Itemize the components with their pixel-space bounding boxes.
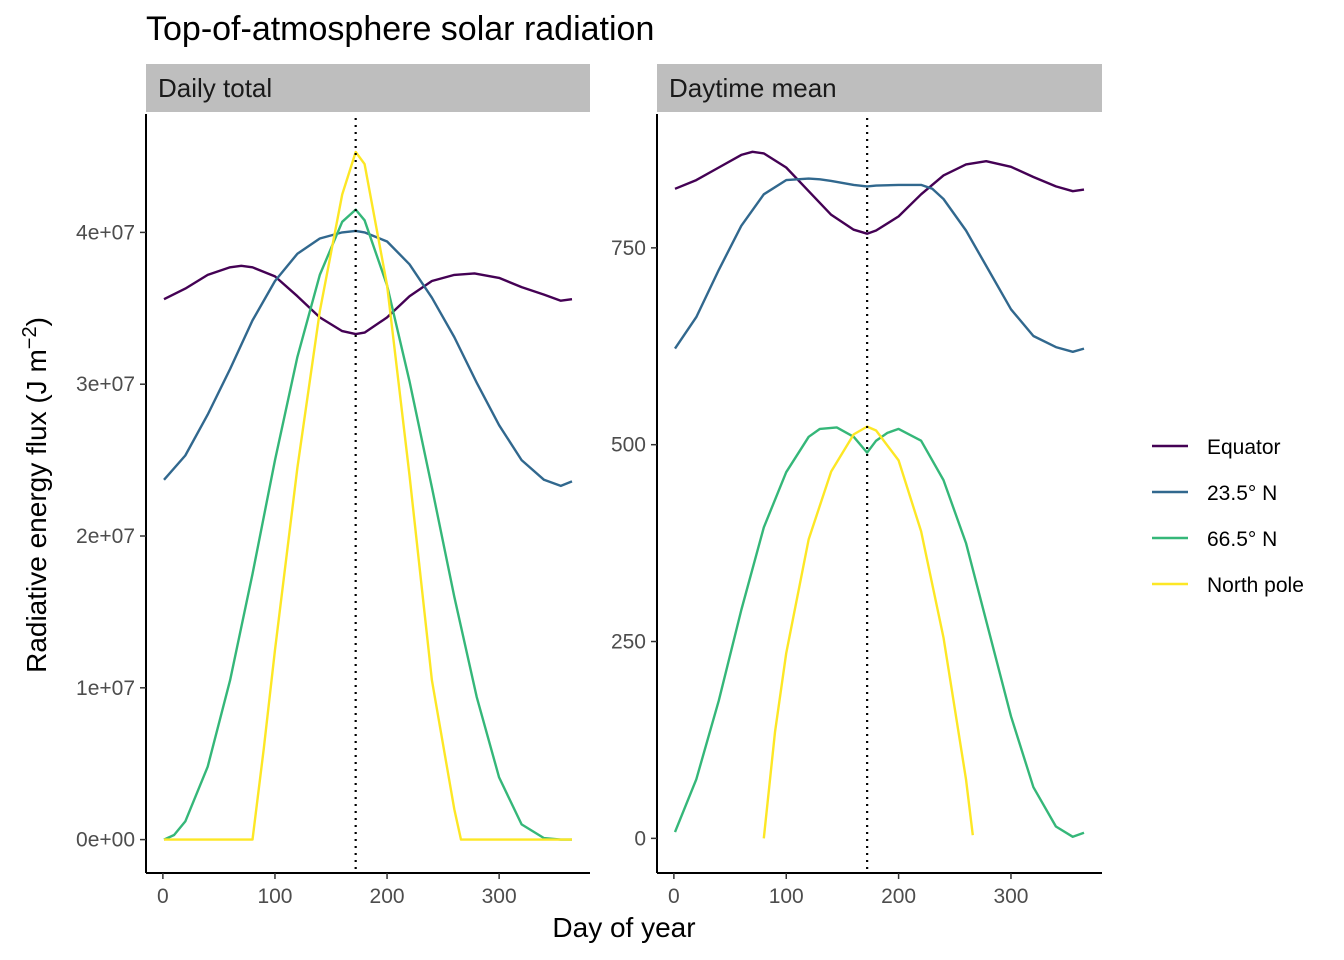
series-line-equator-daytime-mean bbox=[674, 150, 1085, 235]
legend-label-23-5-n: 23.5° N bbox=[1207, 482, 1277, 505]
x-tick-label-daily-total: 200 bbox=[370, 885, 405, 908]
y-tick-label-daytime-mean: 0 bbox=[634, 827, 646, 850]
plot-area-daytime-mean: 0 250 500 750 0 100 200 300 bbox=[611, 114, 1102, 908]
legend-label-equator: Equator bbox=[1207, 436, 1281, 459]
series-line-equator-daily-total bbox=[163, 264, 573, 336]
series-line-23-5-n-daily-total bbox=[163, 229, 573, 488]
x-axis-title: Day of year bbox=[552, 912, 695, 943]
x-tick-label-daytime-mean: 0 bbox=[668, 885, 680, 908]
strip-background-daily-total bbox=[146, 64, 590, 112]
strip-label-daytime-mean: Daytime mean bbox=[669, 73, 837, 103]
panel-daily-total: Daily total 0e+00 1e+07 2e+07 3e+07 4e+07 0 10… bbox=[76, 64, 590, 908]
x-tick-label-daily-total: 300 bbox=[482, 885, 517, 908]
y-axis-title-main: Radiative energy flux (J m bbox=[21, 349, 52, 673]
x-tick-label-daily-total: 0 bbox=[157, 885, 169, 908]
legend-label-north-pole: North pole bbox=[1207, 574, 1304, 597]
series-line-66-5-n-daily-total bbox=[163, 208, 572, 841]
x-tick-label-daily-total: 100 bbox=[257, 885, 292, 908]
y-tick-label-daily-total: 3e+07 bbox=[76, 373, 135, 396]
series-line-north-pole-daily-total bbox=[164, 150, 572, 841]
y-tick-label-daily-total: 4e+07 bbox=[76, 221, 135, 244]
series-line-66-5-n-daytime-mean bbox=[673, 426, 1085, 838]
strip-label-daily-total: Daily total bbox=[158, 73, 272, 103]
x-tick-label-daytime-mean: 200 bbox=[881, 885, 916, 908]
y-tick-label-daytime-mean: 750 bbox=[611, 237, 646, 260]
series-line-north-pole-daytime-mean bbox=[762, 425, 974, 839]
strip-background-daytime-mean bbox=[657, 64, 1102, 112]
y-axis-title: Radiative energy flux (J m−2) bbox=[19, 317, 52, 673]
legend: Equator 23.5° N 66.5° N North pole bbox=[1152, 436, 1304, 597]
chart-title: Top-of-atmosphere solar radiation bbox=[146, 10, 654, 48]
x-tick-label-daytime-mean: 300 bbox=[993, 885, 1028, 908]
y-axis-title-superscript: −2 bbox=[19, 326, 41, 349]
y-axis-title-close: ) bbox=[21, 317, 52, 326]
y-tick-label-daytime-mean: 500 bbox=[611, 434, 646, 457]
y-tick-label-daytime-mean: 250 bbox=[611, 631, 646, 654]
y-tick-label-daily-total: 1e+07 bbox=[76, 677, 135, 700]
y-tick-label-daily-total: 2e+07 bbox=[76, 525, 135, 548]
plot-area-daily-total: 0e+00 1e+07 2e+07 3e+07 4e+07 0 100 200 300 bbox=[76, 114, 590, 908]
x-tick-label-daytime-mean: 100 bbox=[769, 885, 804, 908]
series-line-23-5-n-daytime-mean bbox=[674, 177, 1085, 353]
panel-daytime-mean: Daytime mean 0 250 500 750 0 100 200 300 bbox=[611, 64, 1102, 908]
legend-label-66-5-n: 66.5° N bbox=[1207, 528, 1277, 551]
y-tick-label-daily-total: 0e+00 bbox=[76, 829, 135, 852]
